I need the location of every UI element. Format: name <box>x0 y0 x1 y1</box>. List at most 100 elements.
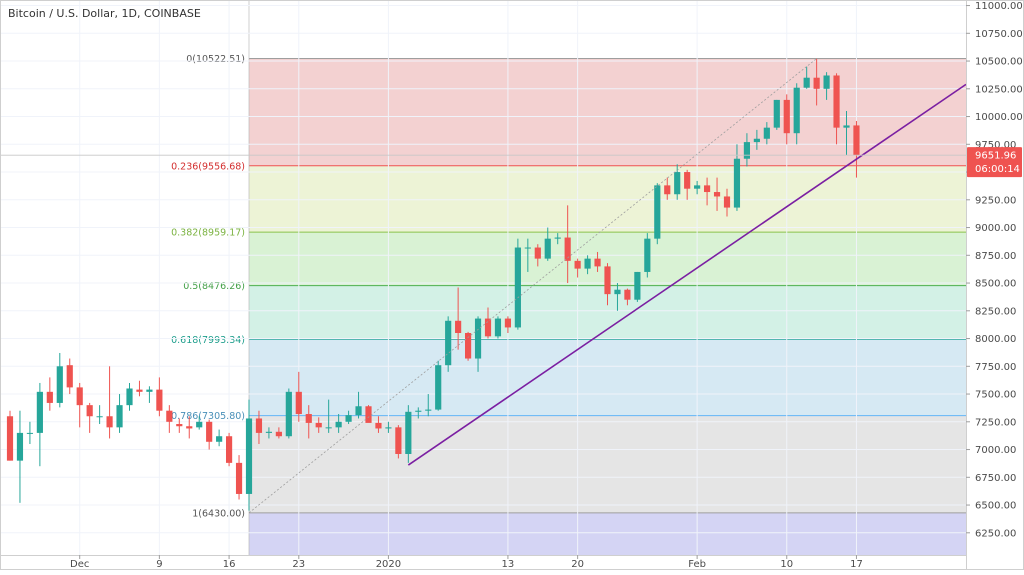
candle-body <box>853 125 860 156</box>
candle-body <box>385 427 392 429</box>
candle <box>803 66 810 89</box>
candle-body <box>375 422 382 429</box>
candle-body <box>793 87 800 134</box>
price-tick-label: 6750.00 <box>975 473 1016 484</box>
price-tick-label: 10250.00 <box>975 84 1023 95</box>
candle <box>624 288 631 306</box>
candle-body <box>684 172 691 189</box>
time-tick-label: Dec <box>70 559 89 570</box>
candle-body <box>345 415 352 422</box>
candle-body <box>425 409 432 411</box>
fib-zone <box>249 165 966 233</box>
candle <box>405 405 412 463</box>
candlestick-series[interactable] <box>6 58 860 511</box>
candle <box>604 263 611 306</box>
fib-level-label: 0.786(7305.80) <box>171 411 245 422</box>
candle <box>86 402 93 433</box>
candle <box>335 414 342 433</box>
candle <box>484 307 492 339</box>
price-tick-label: 10000.00 <box>975 112 1023 123</box>
price-tick-label: 9250.00 <box>975 195 1016 206</box>
fib-zone <box>249 339 966 416</box>
candle <box>56 352 63 408</box>
candle <box>116 394 123 433</box>
candle-body <box>743 142 751 159</box>
candle-body <box>594 258 601 267</box>
candle <box>36 382 43 467</box>
candle-body <box>235 462 243 494</box>
candle-body <box>295 391 302 415</box>
candle <box>793 83 800 145</box>
candle-body <box>783 99 790 134</box>
candle-body <box>723 196 731 208</box>
candle-body <box>216 436 223 442</box>
candle <box>206 419 213 450</box>
candle <box>783 94 790 145</box>
candle <box>46 377 53 411</box>
candle-body <box>435 365 442 410</box>
time-tick-label: Feb <box>688 559 706 570</box>
candle <box>594 251 601 272</box>
price-tick-label: 7000.00 <box>975 445 1016 456</box>
last-price-badge-bg <box>967 147 1022 178</box>
candle <box>76 382 83 428</box>
candle <box>245 399 253 511</box>
price-tick-label: 8750.00 <box>975 251 1016 262</box>
candle <box>445 316 452 372</box>
fibonacci-retracement[interactable]: 0(10522.51) 0.236(9556.68) 0.382(8959.17) 0… <box>171 0 966 555</box>
fib-zone <box>249 512 966 555</box>
candle-body <box>544 238 551 259</box>
candle-body <box>524 247 531 249</box>
candle-body <box>823 75 830 89</box>
candle-body <box>833 75 840 128</box>
price-tick-label: 8500.00 <box>975 279 1016 290</box>
candle-body <box>285 391 292 437</box>
candle-body <box>574 260 581 269</box>
price-tick-label: 9750.00 <box>975 140 1016 151</box>
candle <box>275 427 282 439</box>
candle-body <box>26 432 34 434</box>
time-tick-label: 9 <box>156 559 162 570</box>
candle-body <box>564 237 571 261</box>
candle <box>375 416 382 433</box>
candle <box>305 405 312 439</box>
candle <box>365 405 372 423</box>
candle <box>584 255 591 275</box>
candle <box>534 244 541 267</box>
time-tick-label: 17 <box>850 559 863 570</box>
candle-body <box>514 247 521 328</box>
price-tick-label: 7500.00 <box>975 390 1016 401</box>
candle-body <box>6 416 14 461</box>
candle-body <box>106 416 113 428</box>
candle-body <box>484 318 492 337</box>
candle-body <box>474 318 482 359</box>
candle <box>853 120 860 178</box>
candle-body <box>146 389 153 392</box>
candle-body <box>315 422 322 428</box>
time-tick-label: 16 <box>223 559 236 570</box>
candle-body <box>275 431 282 437</box>
candle <box>395 425 402 459</box>
candle <box>654 183 661 245</box>
candle <box>664 177 671 200</box>
candle <box>285 388 292 439</box>
candle-body <box>46 391 53 403</box>
chart-title: Bitcoin / U.S. Dollar, 1D, COINBASE <box>8 7 201 20</box>
candle <box>146 386 153 403</box>
price-tick-label: 8250.00 <box>975 306 1016 317</box>
candle-body <box>604 266 611 295</box>
candle <box>136 380 143 397</box>
candle <box>813 58 820 106</box>
candle <box>166 405 173 433</box>
candle <box>823 72 830 100</box>
candle-body <box>634 271 641 300</box>
candle-body <box>584 258 591 269</box>
candle <box>385 421 392 433</box>
drawings[interactable] <box>0 58 967 514</box>
candle <box>504 316 512 333</box>
time-tick-label: 10 <box>780 559 793 570</box>
candle <box>196 416 203 430</box>
